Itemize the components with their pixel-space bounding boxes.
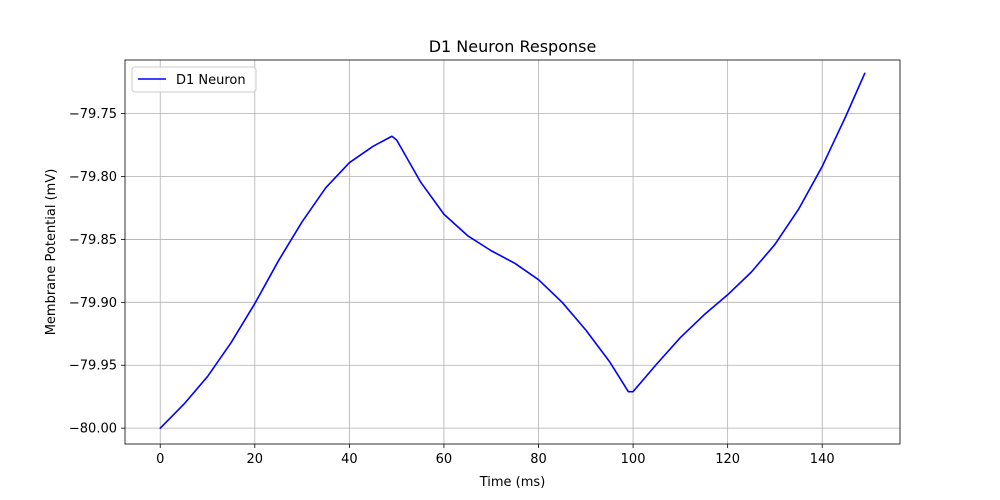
- x-tick-label: 100: [621, 452, 646, 467]
- y-axis-ticks: −80.00 −79.95 −79.90 −79.85 −79.80 −79.75: [69, 107, 125, 437]
- grid: [125, 60, 900, 444]
- legend: D1 Neuron: [131, 66, 257, 93]
- y-tick-label: −79.75: [69, 107, 117, 122]
- y-tick-label: −79.90: [69, 296, 117, 311]
- x-tick-label: 60: [436, 452, 453, 467]
- x-tick-label: 80: [530, 452, 547, 467]
- y-tick-label: −79.95: [69, 359, 117, 374]
- x-tick-label: 20: [247, 452, 264, 467]
- legend-label-d1-neuron: D1 Neuron: [176, 73, 246, 88]
- chart-title: D1 Neuron Response: [429, 37, 597, 56]
- x-tick-label: 120: [715, 452, 740, 467]
- series-layer: [159, 72, 866, 429]
- plot-frame: [124, 59, 901, 445]
- y-axis-label: Membrane Potential (mV): [44, 169, 59, 336]
- series-line-d1-neuron: [159, 72, 866, 429]
- y-tick-label: −79.80: [69, 170, 117, 185]
- x-tick-label: 140: [810, 452, 835, 467]
- legend-box: [131, 66, 257, 93]
- y-tick-label: −79.85: [69, 233, 117, 248]
- x-tick-label: 0: [156, 452, 164, 467]
- x-tick-label: 40: [341, 452, 358, 467]
- x-axis-label: Time (ms): [479, 475, 546, 490]
- x-axis-ticks: 0 20 40 60 80 100 120 140: [156, 444, 835, 467]
- y-tick-label: −80.00: [69, 422, 117, 437]
